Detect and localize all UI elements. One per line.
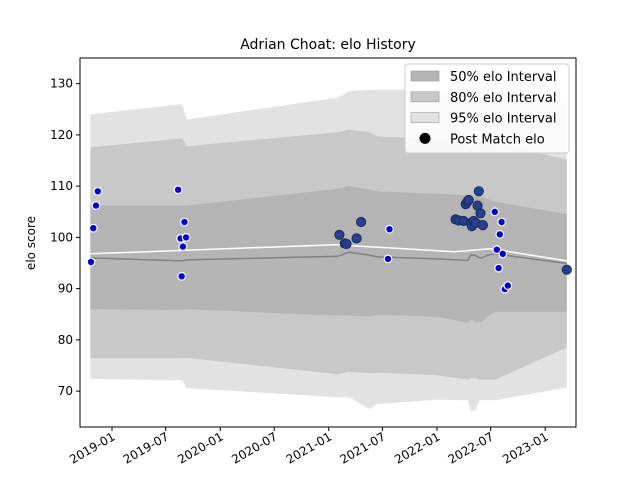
- y-tick-label: 90: [58, 282, 73, 296]
- data-point: [561, 264, 572, 275]
- data-point: [178, 242, 188, 252]
- data-point: [91, 201, 101, 211]
- legend-label: 95% elo Interval: [450, 112, 557, 127]
- post-match-points: [86, 185, 572, 294]
- y-tick-label: 120: [50, 128, 73, 142]
- legend-swatch-band80: [410, 91, 440, 103]
- data-point: [492, 245, 502, 255]
- data-point: [503, 281, 513, 291]
- legend: 50% elo Interval 80% elo Interval 95% elo …: [404, 63, 570, 154]
- legend-point-marker: [419, 132, 431, 144]
- data-point: [498, 249, 508, 259]
- y-tick-label: 80: [58, 333, 73, 347]
- y-tick-label: 130: [50, 77, 73, 91]
- plot-frame: [79, 57, 577, 428]
- data-point: [494, 263, 504, 273]
- data-point: [88, 223, 98, 233]
- data-point: [473, 186, 484, 197]
- data-point: [86, 257, 96, 267]
- data-point: [477, 220, 488, 231]
- data-point: [463, 194, 474, 206]
- legend-label: 80% elo Interval: [450, 91, 557, 106]
- chart-title: Adrian Choat: elo History: [240, 37, 416, 53]
- legend-swatch-band50: [410, 70, 440, 82]
- data-point: [179, 217, 189, 227]
- data-point: [495, 229, 505, 239]
- legend-label: Post Match elo: [450, 132, 545, 147]
- data-point: [383, 254, 393, 264]
- data-point: [351, 233, 362, 244]
- y-axis: 70 80 90 100 110 120 130: [50, 77, 80, 398]
- median-line: [90, 251, 567, 265]
- data-point: [475, 208, 486, 219]
- data-point: [181, 232, 191, 242]
- band-50-interval: [90, 186, 567, 323]
- data-point: [341, 238, 352, 250]
- confidence-bands: [90, 89, 567, 411]
- data-point: [497, 217, 507, 227]
- data-point: [356, 216, 367, 228]
- data-point: [173, 185, 183, 195]
- data-point: [334, 229, 345, 240]
- data-point: [490, 207, 500, 217]
- legend-label: 50% elo Interval: [450, 70, 557, 85]
- legend-box: [404, 63, 570, 154]
- data-point: [93, 186, 103, 196]
- y-tick-label: 100: [50, 230, 73, 244]
- data-point: [385, 224, 394, 234]
- y-tick-label: 70: [58, 384, 73, 398]
- y-tick-label: 110: [50, 179, 73, 193]
- data-point: [177, 271, 187, 281]
- y-axis-label: elo score: [24, 216, 38, 270]
- legend-swatch-band95: [410, 112, 440, 123]
